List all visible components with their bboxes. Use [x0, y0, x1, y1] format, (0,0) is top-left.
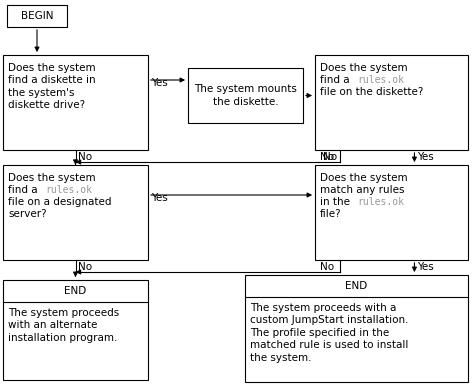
Text: rules.ok: rules.ok: [357, 75, 404, 85]
Text: rules.ok: rules.ok: [357, 197, 404, 207]
Bar: [188, 68, 303, 123]
Bar: [3, 165, 148, 260]
Bar: [315, 165, 468, 260]
Text: file?: file?: [320, 209, 342, 219]
Text: Does the system
find a diskette in
the system's
diskette drive?: Does the system find a diskette in the s…: [8, 63, 96, 110]
Text: The system mounts
the diskette.: The system mounts the diskette.: [194, 84, 297, 107]
Text: in the: in the: [320, 197, 353, 207]
Text: Does the system: Does the system: [8, 173, 96, 183]
Bar: [315, 55, 468, 150]
Text: find a: find a: [8, 185, 41, 195]
Text: No: No: [320, 152, 334, 162]
Text: No: No: [323, 152, 337, 162]
Text: match any rules: match any rules: [320, 185, 404, 195]
Text: Yes: Yes: [418, 152, 434, 162]
Text: No: No: [78, 262, 92, 272]
Text: file on the diskette?: file on the diskette?: [320, 87, 423, 97]
Text: rules.ok: rules.ok: [45, 185, 92, 195]
Text: server?: server?: [8, 209, 47, 219]
Text: BEGIN: BEGIN: [21, 11, 53, 21]
Text: Does the system: Does the system: [320, 63, 408, 73]
Text: No: No: [78, 152, 92, 162]
Text: find a: find a: [320, 75, 353, 85]
Bar: [3, 55, 148, 150]
Text: Yes: Yes: [151, 193, 168, 203]
Text: Yes: Yes: [418, 262, 434, 272]
Text: The system proceeds with a
custom JumpStart installation.
The profile specified : The system proceeds with a custom JumpSt…: [250, 303, 409, 363]
Text: END: END: [64, 286, 87, 296]
Bar: [245, 275, 468, 382]
Bar: [7, 5, 67, 27]
Text: END: END: [345, 281, 368, 291]
Bar: [3, 280, 148, 380]
Text: Does the system: Does the system: [320, 173, 408, 183]
Text: Yes: Yes: [151, 78, 168, 88]
Text: file on a designated: file on a designated: [8, 197, 112, 207]
Text: No: No: [320, 262, 334, 272]
Text: The system proceeds
with an alternate
installation program.: The system proceeds with an alternate in…: [8, 308, 119, 343]
